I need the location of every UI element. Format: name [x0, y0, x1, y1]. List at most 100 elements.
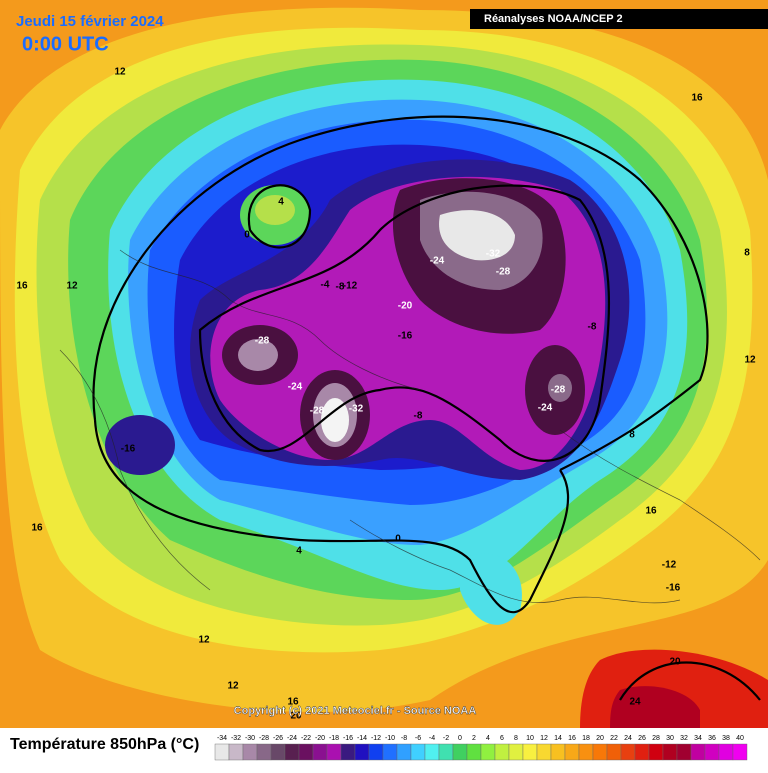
legend-swatch: [732, 743, 748, 761]
contour-label: -8: [414, 411, 423, 422]
legend-label: 22: [610, 735, 618, 742]
legend-swatch: [634, 743, 650, 761]
contours: [92, 115, 761, 701]
contour-label: 0: [395, 534, 401, 545]
contour-label: -28: [551, 385, 566, 396]
legend-label: -32: [231, 735, 241, 742]
legend-label: 6: [500, 735, 504, 742]
legend-label: 2: [472, 735, 476, 742]
contour-label: 8: [629, 430, 635, 441]
legend: -34 -32 -30 -28 -26 -24 -22 -20 -18 -16 -14 -12 -10-…: [214, 735, 748, 761]
contour-label: 12: [227, 681, 239, 692]
legend-label: 36: [708, 735, 716, 742]
legend-label: -10: [385, 735, 395, 742]
contour-label: 12: [66, 281, 78, 292]
legend-label: 20: [596, 735, 604, 742]
temperature-field: [0, 7, 768, 728]
legend-label: 26: [638, 735, 646, 742]
contour-label: -8: [588, 322, 597, 333]
legend-label: 34: [694, 735, 702, 742]
copyright: Copyright (c) 2021 Meteociel.fr - Source…: [234, 705, 477, 717]
contour-label: -28: [496, 267, 511, 278]
legend-swatch: [242, 743, 258, 761]
legend-label: 24: [624, 735, 632, 742]
legend-swatch: [620, 743, 636, 761]
legend-swatch: [690, 743, 706, 761]
legend-label: -2: [443, 735, 449, 742]
legend-swatch: [522, 743, 538, 761]
legend-label: 0: [458, 735, 462, 742]
legend-label: 12: [540, 735, 548, 742]
contour-label: 16: [16, 281, 28, 292]
legend-swatch: [536, 743, 552, 761]
legend-swatch: [298, 743, 314, 761]
legend-label: -30: [245, 735, 255, 742]
contour-label: -16: [666, 583, 681, 594]
contour-label: 16: [31, 523, 43, 534]
legend-swatch: [508, 743, 524, 761]
contour-label: -12: [662, 560, 677, 571]
source-box: [470, 9, 768, 29]
contour-label: 16: [287, 697, 299, 708]
legend-label: -12: [371, 735, 381, 742]
legend-label: -4: [429, 735, 435, 742]
variable-title: Température 850hPa (°C): [10, 736, 199, 753]
legend-label: 10: [526, 735, 534, 742]
legend-label: -22: [301, 735, 311, 742]
legend-label: -14: [357, 735, 367, 742]
coastlines: [59, 249, 761, 604]
legend-label: -6: [415, 735, 421, 742]
legend-swatch: [578, 743, 594, 761]
contour-label: -8: [336, 282, 345, 293]
legend-swatch: [382, 743, 398, 761]
contour-label: 12: [744, 355, 756, 366]
contour-label: -32: [486, 249, 501, 260]
map-date: Jeudi 15 février 2024: [16, 13, 164, 30]
legend-swatch: [214, 743, 230, 761]
legend-swatch: [228, 743, 244, 761]
legend-swatch: [326, 743, 342, 761]
legend-swatch: [648, 743, 664, 761]
legend-label: -34: [217, 735, 227, 742]
legend-swatch: [424, 743, 440, 761]
contour-label: 16: [691, 93, 703, 104]
contour-label: -24: [288, 382, 303, 393]
contour-label: 0: [244, 230, 250, 241]
legend-label: 30: [666, 735, 674, 742]
legend-label: -20: [315, 735, 325, 742]
legend-swatch: [606, 743, 622, 761]
legend-swatch: [396, 743, 412, 761]
legend-label: 14: [554, 735, 562, 742]
legend-swatch: [718, 743, 734, 761]
contour-label: -28: [255, 336, 270, 347]
contour-label: 20: [669, 657, 681, 668]
contour-label: -28: [310, 406, 325, 417]
contour-label: -24: [538, 403, 553, 414]
contour-label: -12: [343, 281, 358, 292]
legend-swatch: [466, 743, 482, 761]
contour-label: 20: [290, 711, 302, 722]
legend-label: -8: [401, 735, 407, 742]
contour-label: 12: [114, 67, 126, 78]
contour-label: 4: [278, 197, 284, 208]
legend-label: 18: [582, 735, 590, 742]
legend-swatch: [676, 743, 692, 761]
legend-label: 38: [722, 735, 730, 742]
legend-label: 32: [680, 735, 688, 742]
legend-swatch: [270, 743, 286, 761]
legend-swatch: [410, 743, 426, 761]
legend-label: 28: [652, 735, 660, 742]
legend-swatch: [354, 743, 370, 761]
legend-swatch: [662, 743, 678, 761]
contour-label: 8: [744, 248, 750, 259]
legend-label: 4: [486, 735, 490, 742]
legend-label: 40: [736, 735, 744, 742]
legend-swatch: [592, 743, 608, 761]
contour-label: -32: [349, 404, 364, 415]
legend-swatch: [312, 743, 328, 761]
contour-label: -24: [430, 256, 445, 267]
legend-label: -16: [343, 735, 353, 742]
legend-swatch: [340, 743, 356, 761]
